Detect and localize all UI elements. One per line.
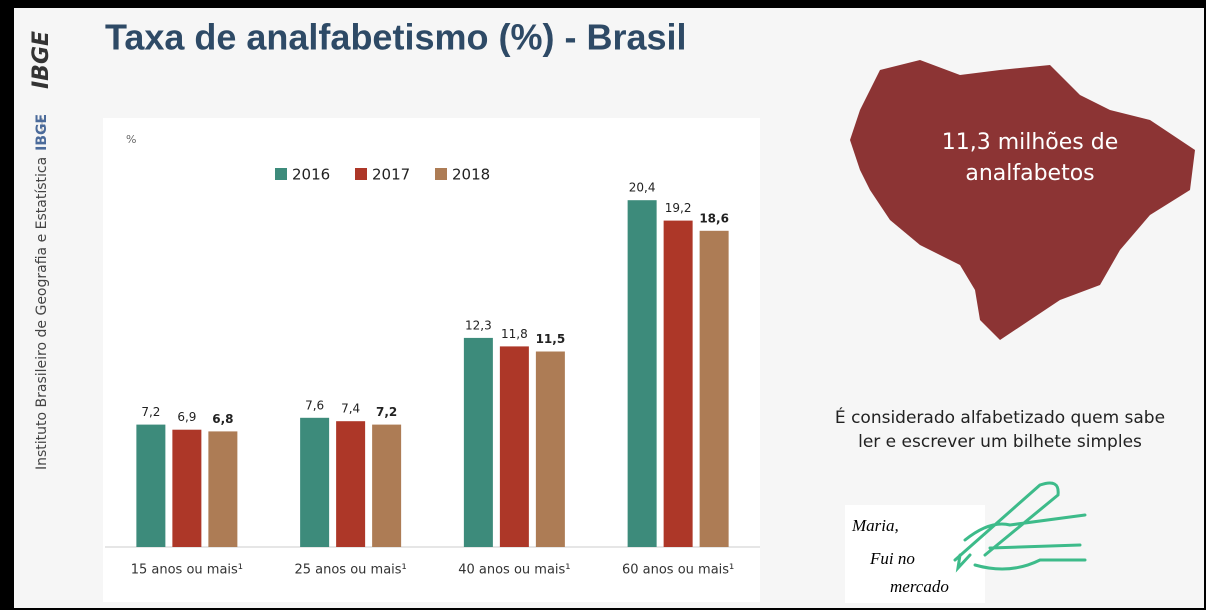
value-label: 12,3 (465, 318, 492, 332)
chart-panel (103, 118, 760, 602)
legend-label: 2018 (452, 166, 490, 184)
bar (463, 337, 493, 547)
brazil-map (850, 60, 1195, 340)
value-label: 7,4 (341, 402, 360, 416)
bar (627, 200, 657, 547)
unit-label: % (126, 133, 136, 146)
note: É considerado alfabetizado quem sabe (835, 406, 1165, 428)
map-text: 11,3 milhões de (942, 130, 1119, 155)
value-label: 11,5 (536, 332, 566, 346)
x-tick-label: 15 anos ou mais¹ (131, 563, 243, 578)
value-label: 20,4 (629, 181, 656, 195)
legend-swatch (435, 168, 447, 180)
value-label: 11,8 (501, 327, 528, 341)
map-text: analfabetos (965, 161, 1094, 186)
x-tick-label: 40 anos ou mais¹ (458, 563, 570, 578)
handwriting: Fui no (869, 549, 915, 568)
logo: IBGE (29, 31, 54, 89)
legend-swatch (275, 168, 287, 180)
value-label: 7,6 (305, 398, 324, 412)
hand-icon (953, 481, 1087, 573)
legend-label: 2017 (372, 166, 410, 184)
value-label: 7,2 (141, 405, 160, 419)
bar (136, 424, 166, 547)
bar (172, 429, 202, 547)
handwriting: Maria, (851, 516, 899, 535)
x-tick-label: 60 anos ou mais¹ (622, 563, 734, 578)
bar (699, 230, 729, 548)
value-label: 6,8 (212, 412, 233, 426)
value-label: 7,2 (376, 405, 397, 419)
bar (300, 417, 330, 547)
value-label: 18,6 (699, 211, 729, 225)
note: ler e escrever um bilhete simples (858, 432, 1142, 452)
bar (535, 351, 565, 547)
bar (372, 424, 402, 547)
value-label: 19,2 (665, 201, 692, 215)
title: Taxa de analfabetismo (%) - Brasil (105, 17, 687, 58)
bar (499, 346, 529, 547)
bar (336, 421, 366, 547)
legend-swatch (355, 168, 367, 180)
bar (663, 220, 693, 547)
bar (208, 431, 238, 547)
x-tick-label: 25 anos ou mais¹ (294, 563, 406, 578)
handwriting: mercado (890, 577, 949, 596)
value-label: 6,9 (177, 410, 196, 424)
institute: Instituto Brasileiro de Geografia e Esta… (34, 114, 50, 470)
legend-label: 2016 (292, 166, 330, 184)
